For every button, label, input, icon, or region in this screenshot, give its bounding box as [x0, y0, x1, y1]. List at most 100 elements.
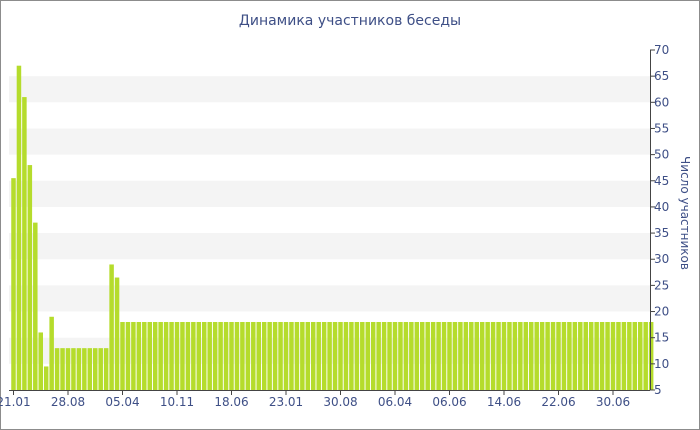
bar [485, 322, 490, 390]
y-tick-label: 25 [654, 278, 669, 292]
bar [436, 322, 441, 390]
x-tick-label: 28.08 [51, 395, 85, 409]
bar [234, 322, 240, 390]
bar [447, 322, 452, 390]
bar [136, 322, 142, 390]
bar [229, 322, 234, 390]
y-tick-label: 5 [654, 383, 662, 397]
bar [327, 322, 332, 390]
bar [147, 322, 152, 390]
x-tick-label: 05.04 [105, 395, 139, 409]
bar [365, 322, 370, 390]
bar [49, 316, 54, 390]
y-tick-label: 40 [654, 200, 669, 214]
bar [196, 322, 202, 390]
bar [556, 322, 561, 390]
bar [479, 322, 485, 390]
x-tick-label: 14.06 [487, 395, 521, 409]
bar [202, 322, 207, 390]
grid-band [9, 180, 650, 207]
bar [98, 348, 103, 390]
bar [180, 322, 185, 390]
bar [550, 322, 556, 390]
y-tick-label: 45 [654, 174, 669, 188]
bar [632, 322, 638, 390]
bar [60, 348, 65, 390]
bar [523, 322, 529, 390]
bar [638, 322, 643, 390]
bar [245, 322, 251, 390]
bar [311, 322, 316, 390]
bar [22, 97, 27, 391]
bar [387, 322, 392, 390]
x-tick-label: 18.06 [214, 395, 248, 409]
bar [261, 322, 267, 390]
bar [420, 322, 425, 390]
bar [256, 322, 261, 390]
bar [409, 322, 414, 390]
bar [76, 348, 82, 390]
bar [343, 322, 349, 390]
bar [218, 322, 223, 390]
bar [518, 322, 523, 390]
bar [11, 178, 16, 390]
bar [469, 322, 474, 390]
bar [545, 322, 550, 390]
bar [403, 322, 409, 390]
bar [120, 322, 125, 390]
bar [93, 348, 98, 390]
x-tick-label: 06.04 [378, 395, 412, 409]
bar [599, 322, 605, 390]
bar [398, 322, 403, 390]
y-tick-label: 35 [654, 226, 669, 240]
bar [567, 322, 572, 390]
bar [539, 322, 545, 390]
bar [643, 322, 648, 390]
x-tick-label: 22.06 [541, 395, 575, 409]
y-tick-label: 20 [654, 305, 669, 319]
bar [267, 322, 272, 390]
bar [16, 65, 22, 390]
bar [529, 322, 534, 390]
bar [240, 322, 245, 390]
bar [163, 322, 169, 390]
bar [87, 348, 93, 390]
bar [430, 322, 436, 390]
bar [278, 322, 283, 390]
y-tick-label: 30 [654, 252, 669, 266]
y-axis-label: Число участников [678, 156, 692, 270]
x-tick-label: 10.11 [160, 395, 194, 409]
grid-band [9, 76, 650, 103]
bar [251, 322, 256, 390]
bar [300, 322, 305, 390]
bar [212, 322, 218, 390]
bar [33, 222, 38, 390]
x-tick-label: 06.06 [432, 395, 466, 409]
bar [283, 322, 289, 390]
y-tick-label: 15 [654, 331, 669, 345]
y-tick-label: 70 [654, 43, 669, 57]
bar [152, 322, 158, 390]
bar [54, 348, 60, 390]
bar [169, 322, 174, 390]
bar [360, 322, 365, 390]
bar [332, 322, 338, 390]
chart-title: Динамика участников беседы [238, 13, 462, 29]
bar [321, 322, 327, 390]
bar [381, 322, 387, 390]
bar [191, 322, 196, 390]
bar [376, 322, 381, 390]
bar [65, 348, 71, 390]
bar [583, 322, 588, 390]
grid-band [9, 233, 650, 260]
bar [490, 322, 496, 390]
x-tick-label: 21.01 [0, 395, 31, 409]
grid-band [9, 128, 650, 155]
bar [501, 322, 507, 390]
bar [349, 322, 354, 390]
bar [71, 348, 76, 390]
bar [289, 322, 294, 390]
bar [425, 322, 430, 390]
bar [174, 322, 180, 390]
